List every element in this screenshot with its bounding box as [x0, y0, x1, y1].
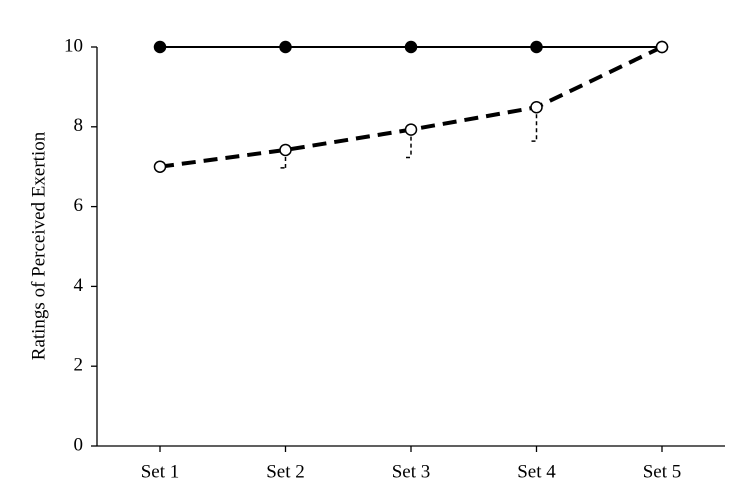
- y-tick-label: 0: [74, 434, 84, 455]
- x-tick-label: Set 3: [392, 461, 431, 482]
- x-tick-label: Set 4: [517, 461, 556, 482]
- marker: [279, 40, 292, 54]
- y-tick-label: 10: [64, 35, 83, 56]
- x-tick-label: Set 5: [643, 461, 682, 482]
- marker: [404, 40, 418, 54]
- y-tick-label: 2: [74, 355, 84, 376]
- y-tick-label: 8: [74, 115, 84, 136]
- error-bar: [406, 129, 412, 159]
- y-tick-label: 6: [74, 195, 84, 216]
- series-line: [159, 45, 663, 169]
- error-bar: [531, 107, 538, 142]
- x-tick-label: Set 1: [141, 461, 180, 482]
- marker: [530, 100, 543, 114]
- marker: [530, 40, 543, 54]
- y-axis-label: Ratings of Perceived Exertion: [28, 131, 49, 360]
- x-tick-label: Set 2: [266, 461, 305, 482]
- marker: [404, 123, 418, 136]
- marker: [279, 143, 292, 157]
- marker: [655, 40, 669, 54]
- y-tick-label: 4: [74, 275, 84, 296]
- marker: [153, 160, 167, 173]
- marker: [153, 40, 167, 54]
